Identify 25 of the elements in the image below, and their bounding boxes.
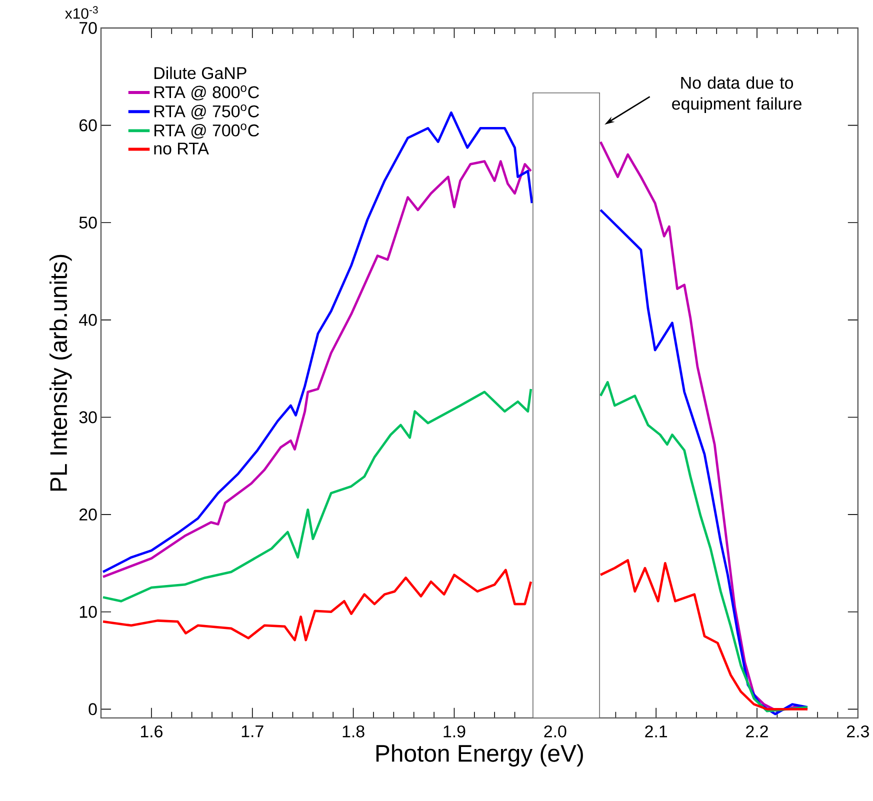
- x-tick-label: 2.0: [544, 725, 566, 738]
- legend-label: RTA @ 800$^{o}$C: [154, 85, 259, 100]
- legend-label: no RTA: [154, 142, 209, 155]
- y-tick-label: 30: [79, 411, 97, 424]
- x-tick-label: 1.9: [444, 725, 466, 738]
- y-tick-label: 10: [80, 606, 97, 618]
- y-axis-title: PL Intensity (arb.units): [50, 254, 72, 491]
- legend-title: Dilute GaNP: [154, 66, 246, 80]
- y-tick-label: 20: [79, 508, 97, 521]
- x-tick-label: 2.1: [645, 725, 668, 738]
- x-tick-label: 1.6: [140, 725, 162, 738]
- x-tick-label: 2.3: [847, 725, 869, 738]
- x-tick-label: 2.2: [746, 725, 768, 738]
- y-tick-label: 60: [79, 119, 97, 132]
- y-tick-label: 70: [80, 22, 97, 34]
- y-tick-label: 0: [88, 703, 97, 716]
- y-tick-label: 40: [79, 314, 97, 326]
- x-tick-label: 1.7: [242, 725, 264, 738]
- y-tick-label: 50: [79, 216, 97, 229]
- annotation: No data due to equipment failure: [672, 76, 802, 114]
- x-axis-title: Photon Energy (eV): [376, 744, 583, 767]
- legend-label: RTA @ 700$^{o}$C: [154, 124, 259, 139]
- x-tick-label: 1.8: [342, 725, 364, 738]
- legend-label: RTA @ 750$^{o}$C: [154, 104, 259, 120]
- text: x10$^{-3}$: [65, 6, 98, 19]
